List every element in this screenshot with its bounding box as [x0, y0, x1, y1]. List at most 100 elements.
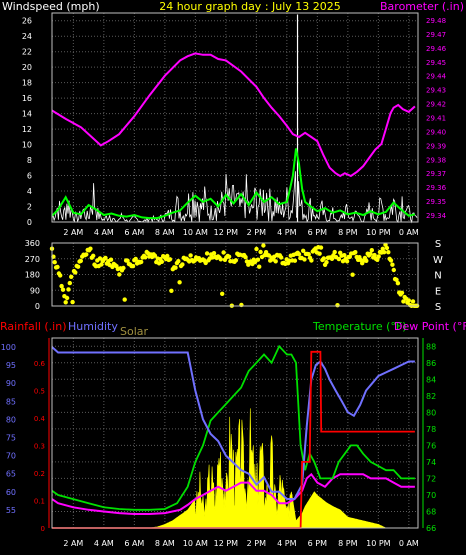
wind-direction-point [395, 281, 401, 286]
wind-direction-point [410, 299, 416, 304]
temperature-tick-label: 76 [426, 441, 436, 450]
wind-direction-point [122, 297, 127, 302]
wind-direction-point [176, 259, 181, 264]
panel2-frame [51, 242, 419, 307]
wind-direction-point [296, 252, 302, 257]
x-tick-label: 8 PM [338, 228, 357, 237]
windspeed-tick-label: 2 [27, 203, 32, 212]
wind-direction-point [386, 250, 391, 255]
wind-direction-point [117, 272, 122, 277]
wind-direction-point [368, 251, 373, 256]
compass-label: W [433, 255, 443, 266]
barometer-tick-label: 29.36 [426, 184, 447, 192]
windspeed-tick-label: 24 [22, 32, 32, 41]
wind-direction-point [103, 255, 108, 261]
wind-direction-point [221, 250, 226, 255]
barometer-tick-label: 29.48 [426, 17, 446, 25]
wind-direction-point [91, 253, 96, 258]
panel1-ticks: 0246810121416182022242629.3429.3529.3629… [22, 17, 447, 237]
wind-direction-point [204, 251, 210, 256]
panel3-ticks: 66 68 70 72 74 76 78 80 82 84 86 88 0 0.1 0.2 0.3 0.4 0.5… [1, 338, 436, 548]
wind-direction-point [67, 280, 73, 286]
dewpoint-line [51, 472, 415, 515]
rainfall-tick-label: 0.3 [34, 442, 45, 450]
windspeed-tick-label: 18 [22, 79, 32, 88]
wind-direction-point [84, 252, 89, 257]
panel1-frame [51, 12, 419, 223]
wind-direction-point [59, 283, 64, 289]
barometer-tick-label: 29.38 [426, 156, 446, 164]
x-tick-label: 2 AM [63, 539, 83, 548]
temperature-label: Temperature (°F) [312, 320, 407, 333]
solar-label: Solar [120, 325, 149, 338]
wind-direction-point [130, 263, 136, 269]
wind-direction-point [63, 300, 68, 305]
panel2-grid [52, 242, 418, 307]
chart-title: 24 hour graph day : July 13 2025 [159, 0, 341, 13]
wind-direction-point [188, 253, 193, 258]
wind-direction-point [70, 299, 75, 305]
wind-direction-point [169, 288, 174, 293]
wind-direction-point [75, 264, 81, 269]
barometer-line [51, 52, 416, 178]
temperature-tick-label: 80 [426, 408, 436, 417]
barometer-tick-label: 29.43 [426, 87, 446, 95]
wind-direction-point [254, 246, 259, 252]
compass-label: S [435, 239, 441, 250]
x-tick-label: 12 PM [214, 228, 239, 237]
windspeed-tick-label: 8 [27, 156, 32, 165]
solar-area [52, 408, 418, 529]
wind-direction-point [88, 246, 93, 251]
wind-direction-point [226, 254, 232, 259]
wind-direction-point [99, 262, 104, 267]
x-tick-label: 2 AM [63, 228, 83, 237]
wind-direction-point [73, 270, 78, 275]
wind-direction-point [309, 258, 314, 263]
wind-direction-point [401, 299, 406, 304]
dewpoint-label: Dew Point (°F) [394, 320, 466, 333]
temperature-tick-label: 72 [426, 474, 436, 483]
wind-direction-point [167, 257, 173, 262]
wind-direction-point [301, 248, 306, 253]
wind-direction-point [177, 280, 182, 285]
panel3-series [51, 344, 418, 529]
wind-direction-point [257, 264, 262, 269]
x-tick-label: 8 AM [155, 539, 175, 548]
windspeed-tick-label: 14 [22, 110, 32, 119]
wind-direction-point [376, 254, 381, 259]
humidity-tick-label: 65 [6, 470, 16, 479]
x-tick-label: 0 AM [399, 539, 419, 548]
barometer-tick-label: 29.40 [426, 128, 446, 136]
wind-direction-point [380, 246, 385, 251]
x-tick-label: 6 PM [308, 228, 327, 237]
compass-label: N [434, 271, 441, 282]
rainfall-label: Rainfall (.in) [0, 320, 67, 333]
wind-direction-point [258, 249, 263, 255]
wind-direction-point [133, 256, 138, 262]
humidity-tick-label: 60 [6, 488, 16, 497]
temperature-tick-label: 66 [426, 524, 436, 533]
windspeed-tick-label: 0 [27, 218, 32, 227]
wind-direction-panel: 0 S 90 E 180 N 270 W 360 S [25, 239, 443, 313]
wind-direction-point [384, 245, 390, 251]
wind-direction-point [390, 262, 395, 267]
humidity-tick-label: 80 [6, 415, 16, 424]
panel1-grid [52, 13, 418, 223]
x-tick-label: 4 PM [277, 228, 296, 237]
barometer-tick-label: 29.39 [426, 142, 446, 150]
x-tick-label: 2 PM [247, 539, 266, 548]
rainfall-tick-label: 0.4 [34, 415, 46, 423]
wind-direction-point [375, 257, 380, 262]
x-tick-label: 4 AM [94, 228, 114, 237]
windspeed-tick-label: 12 [22, 125, 32, 134]
wind-direction-point [143, 255, 148, 260]
windspeed-tick-label: 6 [27, 172, 32, 181]
wind-direction-point [381, 250, 387, 255]
x-tick-label: 0 AM [399, 228, 419, 237]
windspeed-tick-label: 26 [22, 17, 32, 26]
wind-direction-point [211, 251, 217, 256]
wind-direction-point [159, 259, 164, 264]
temperature-tick-label: 78 [426, 425, 436, 434]
temperature-tick-label: 74 [426, 458, 436, 467]
